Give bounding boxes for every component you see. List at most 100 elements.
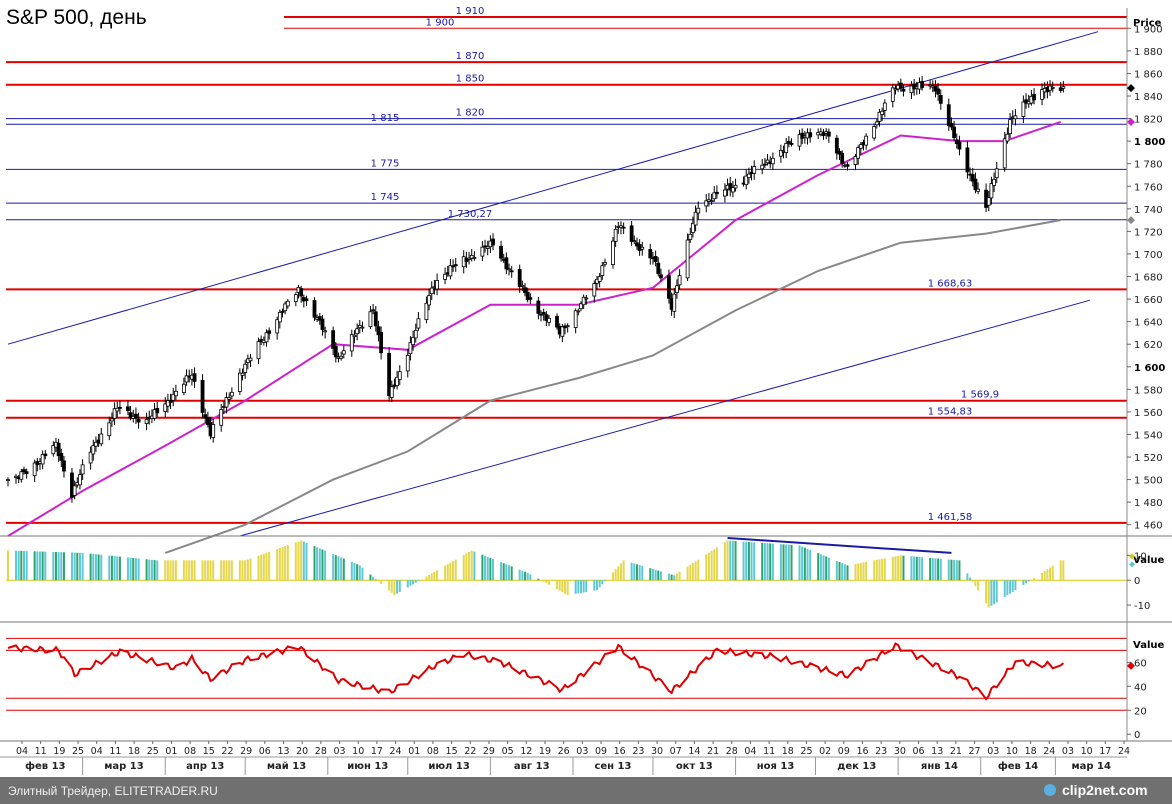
price-tick-label: 1 780 bbox=[1134, 160, 1163, 171]
price-tick-label: 1 700 bbox=[1134, 250, 1163, 261]
candle-body bbox=[293, 294, 298, 302]
x-day-label: 06 bbox=[259, 746, 271, 757]
candle-body bbox=[485, 246, 490, 249]
x-day-label: 23 bbox=[632, 746, 644, 757]
x-day-label: 03 bbox=[576, 746, 588, 757]
x-day-label: 22 bbox=[221, 746, 233, 757]
candle-body bbox=[126, 406, 130, 412]
candle-body bbox=[667, 275, 671, 299]
candle-body bbox=[560, 326, 565, 337]
candle-body bbox=[6, 479, 10, 481]
candle-body bbox=[877, 111, 882, 122]
price-tick-label: 1 660 bbox=[1134, 295, 1163, 306]
x-month-label: авг 13 bbox=[514, 761, 550, 772]
candle-body bbox=[789, 143, 794, 145]
candle-body bbox=[544, 314, 549, 321]
candle-body bbox=[429, 287, 434, 295]
candle-body bbox=[317, 316, 322, 321]
x-day-label: 18 bbox=[128, 746, 140, 757]
oscillator-axis-label: Value bbox=[1133, 555, 1164, 566]
candle-body bbox=[1013, 115, 1018, 120]
level-label: 1 745 bbox=[371, 192, 400, 203]
candle-body bbox=[826, 131, 831, 137]
x-day-label: 11 bbox=[109, 746, 121, 757]
candle-body bbox=[323, 330, 328, 333]
candle-body bbox=[62, 460, 66, 472]
candle-body bbox=[989, 183, 994, 199]
level-label: 1 569,9 bbox=[961, 390, 999, 401]
x-day-label: 01 bbox=[165, 746, 177, 757]
candle-body bbox=[539, 313, 543, 316]
candle-body bbox=[152, 409, 157, 419]
x-day-label: 10 bbox=[1006, 746, 1018, 757]
candle-body bbox=[677, 275, 682, 286]
x-day-label: 17 bbox=[1099, 746, 1111, 757]
candle-body bbox=[936, 88, 941, 95]
x-day-label: 14 bbox=[688, 746, 700, 757]
candle-body bbox=[352, 334, 357, 338]
candle-body bbox=[1008, 119, 1012, 135]
candle-body bbox=[584, 297, 589, 300]
level-label: 1 850 bbox=[456, 74, 485, 85]
ma-fast-marker bbox=[1127, 117, 1135, 126]
candle-body bbox=[32, 462, 37, 477]
candle-body bbox=[688, 233, 693, 240]
candle-body bbox=[840, 152, 845, 164]
candle-body bbox=[949, 123, 954, 128]
price-tick-label: 1 860 bbox=[1134, 69, 1163, 80]
candle-body bbox=[576, 310, 581, 313]
candle-body bbox=[357, 324, 362, 329]
x-day-label: 09 bbox=[595, 746, 607, 757]
x-day-label: 10 bbox=[1081, 746, 1093, 757]
candle-body bbox=[611, 240, 615, 266]
last-price-marker bbox=[1127, 84, 1135, 93]
candle-body bbox=[333, 345, 338, 358]
candle-body bbox=[821, 132, 826, 136]
x-month-label: окт 13 bbox=[676, 761, 713, 772]
candle-body bbox=[277, 311, 282, 323]
candle-body bbox=[565, 325, 570, 328]
candle-body bbox=[280, 310, 285, 313]
candle-body bbox=[371, 309, 376, 312]
level-label: 1 870 bbox=[456, 51, 485, 62]
x-day-label: 26 bbox=[558, 746, 570, 757]
candle-body bbox=[728, 183, 733, 191]
horizontal-levels bbox=[6, 16, 1127, 524]
price-tick-label: 1 640 bbox=[1134, 318, 1163, 329]
candle-body bbox=[784, 142, 789, 153]
oscillator-marker bbox=[1129, 553, 1135, 560]
candle-body bbox=[723, 189, 727, 197]
x-day-label: 03 bbox=[987, 746, 999, 757]
candle-body bbox=[480, 246, 485, 257]
candle-body bbox=[874, 121, 879, 126]
x-day-label: 03 bbox=[1062, 746, 1074, 757]
candle-body bbox=[834, 137, 839, 154]
x-month-label: апр 13 bbox=[186, 761, 224, 772]
candle-body bbox=[730, 187, 735, 193]
candle-body bbox=[427, 295, 431, 306]
candle-body bbox=[192, 373, 197, 382]
candle-body bbox=[451, 265, 455, 268]
candle-body bbox=[1002, 138, 1007, 169]
price-axis-label: Price bbox=[1133, 18, 1162, 29]
x-day-label: 05 bbox=[502, 746, 514, 757]
candle-body bbox=[467, 257, 471, 260]
candle-body bbox=[248, 357, 253, 362]
oscillator-marker bbox=[1129, 561, 1135, 568]
candle-body bbox=[712, 192, 717, 200]
candle-body bbox=[320, 318, 325, 331]
price-tick-label: 1 480 bbox=[1134, 498, 1163, 509]
candle-body bbox=[746, 173, 751, 179]
x-day-label: 25 bbox=[800, 746, 812, 757]
price-tick-label: 1 740 bbox=[1134, 205, 1163, 216]
candle-body bbox=[933, 85, 938, 92]
candle-body bbox=[70, 472, 74, 498]
candle-body bbox=[579, 303, 583, 310]
candle-body bbox=[890, 87, 895, 102]
candle-body bbox=[435, 280, 439, 290]
candle-body bbox=[205, 417, 210, 425]
x-day-label: 08 bbox=[427, 746, 439, 757]
candle-body bbox=[536, 300, 541, 314]
rsi-tick-label: 20 bbox=[1134, 706, 1147, 717]
price-tick-label: 1 840 bbox=[1134, 92, 1163, 103]
